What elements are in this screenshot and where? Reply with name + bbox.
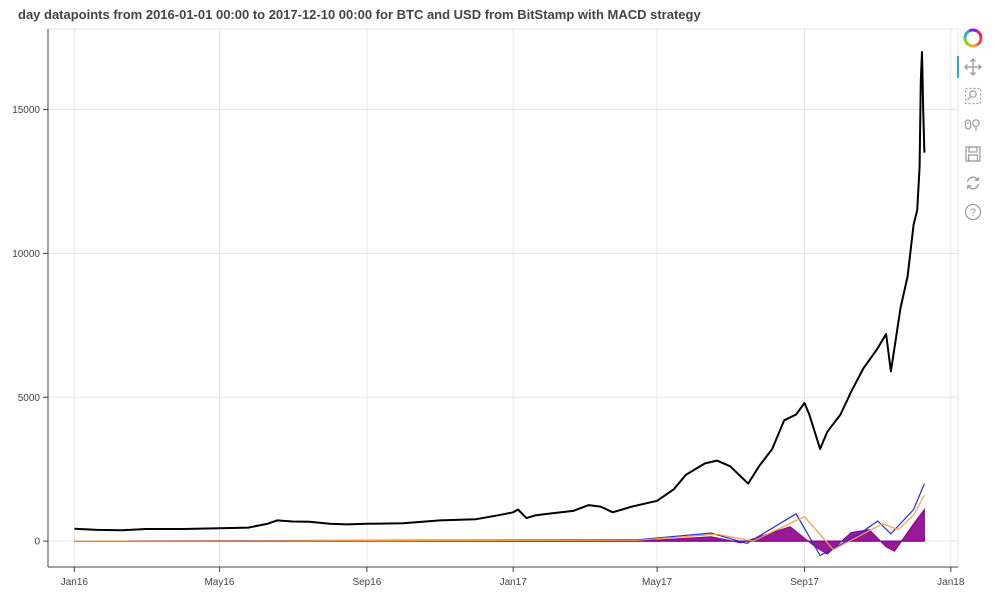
macd-line (74, 483, 925, 557)
y-tick-label: 15000 (12, 105, 40, 116)
x-tick-label: Jan16 (61, 577, 89, 588)
chart-toolbar: ? (957, 26, 988, 229)
x-tick-label: Jan18 (937, 577, 965, 588)
x-tick-label: May16 (204, 577, 234, 588)
grid-lines (47, 28, 959, 568)
tick-labels: 0 5000 10000 15000 Jan16 May16 Sep16 Jan17 May17… (12, 105, 965, 588)
x-tick-label: May17 (642, 577, 672, 588)
line-series (74, 51, 926, 557)
x-tick-label: Jan17 (500, 577, 528, 588)
reset-icon[interactable] (961, 171, 985, 195)
logo-icon[interactable] (961, 26, 985, 50)
axes (43, 29, 958, 572)
save-icon[interactable] (961, 142, 985, 166)
y-tick-label: 10000 (12, 249, 40, 260)
macd-histogram-area (74, 508, 925, 555)
wheel-zoom-icon[interactable] (961, 113, 985, 137)
chart-title: day datapoints from 2016-01-01 00:00 to … (18, 7, 701, 22)
x-tick-label: Sep16 (352, 577, 381, 588)
x-tick-label: Sep17 (790, 577, 819, 588)
pan-icon[interactable] (957, 55, 985, 79)
price-line (74, 51, 926, 532)
help-icon[interactable]: ? (961, 200, 985, 224)
svg-text:?: ? (970, 207, 976, 219)
y-tick-label: 0 (34, 537, 40, 548)
box-zoom-icon[interactable] (961, 84, 985, 108)
y-tick-label: 5000 (18, 393, 41, 404)
signal-line (74, 494, 925, 551)
